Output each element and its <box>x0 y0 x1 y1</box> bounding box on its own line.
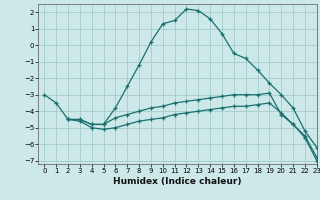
X-axis label: Humidex (Indice chaleur): Humidex (Indice chaleur) <box>113 177 242 186</box>
